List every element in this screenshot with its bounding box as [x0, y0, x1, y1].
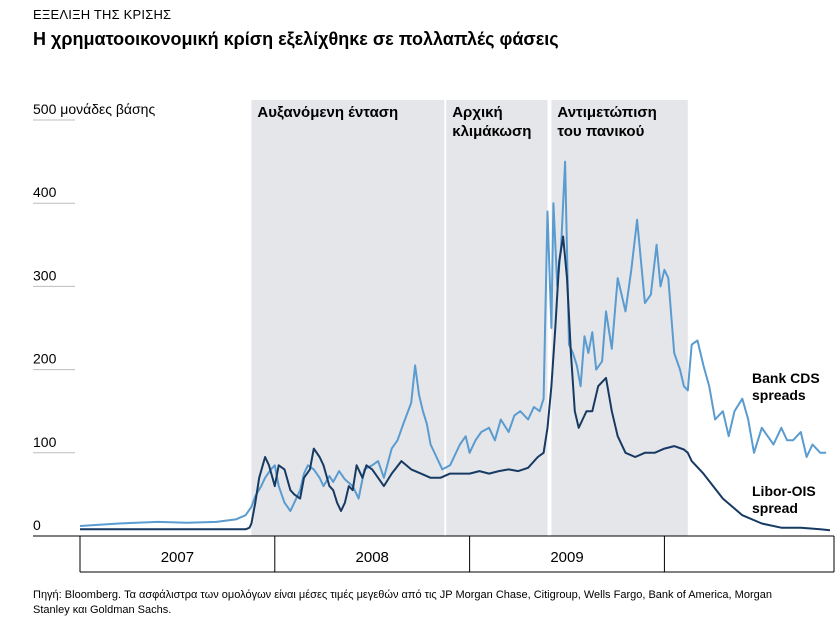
y-tick-label-0: 0	[33, 517, 41, 533]
phase-label-line: Αυξανόμενη ένταση	[257, 104, 398, 121]
y-tick-label-5: 500 μονάδες βάσης	[33, 101, 155, 117]
series-label-line: Libor-OIS	[752, 483, 816, 499]
y-tick-label-4: 400	[33, 184, 57, 200]
phase-bands	[251, 100, 688, 536]
phase-band-2	[551, 100, 688, 536]
chart-title: Η χρηματοοικονομική κρίση εξελίχθηκε σε …	[33, 29, 559, 49]
phase-label-2: Αντιμετώπιση του πανικού	[557, 104, 656, 140]
series-label-libor-ois: Libor-OIS spread	[752, 483, 816, 516]
grid-lines	[33, 119, 75, 537]
phase-band-1	[446, 100, 548, 536]
series-lines	[79, 160, 831, 532]
x-axis: 2007 2008 2009	[33, 535, 835, 573]
x-tick-label-1: 2008	[356, 549, 389, 566]
series-line-libor-ois	[80, 235, 831, 532]
phase-label-line: Αρχική	[452, 104, 502, 121]
series-label-line: spreads	[752, 387, 806, 403]
y-tick-label-3: 300	[33, 267, 57, 283]
phase-labels: Αυξανόμενη ένταση Αρχική κλιμάκωση Αντιμετώ…	[257, 104, 656, 140]
series-line-bank-cds	[79, 160, 827, 527]
phase-band-0	[251, 100, 445, 536]
y-tick-label-1: 100	[33, 434, 57, 450]
chart-kicker: ΕΞΕΛΙΞΗ ΤΗΣ ΚΡΙΣΗΣ	[33, 7, 172, 22]
phase-label-0: Αυξανόμενη ένταση	[257, 104, 398, 121]
source-note: Πηγή: Bloomberg. Τα ασφάλιστρα των ομολό…	[33, 589, 772, 616]
series-labels: Bank CDS spreads Libor-OIS spread	[752, 370, 820, 516]
x-tick-label-2: 2009	[550, 549, 583, 566]
x-tick-label-0: 2007	[161, 549, 194, 566]
series-label-line: Bank CDS	[752, 370, 820, 386]
phase-label-1: Αρχική κλιμάκωση	[452, 104, 531, 140]
series-label-line: spread	[752, 500, 798, 516]
phase-label-line: κλιμάκωση	[452, 123, 531, 140]
y-tick-label-2: 200	[33, 351, 57, 367]
phase-label-line: Αντιμετώπιση	[557, 104, 656, 121]
y-axis-labels: 0 100 200 300 400 500 μονάδες βάσης	[33, 101, 155, 533]
series-label-bank-cds: Bank CDS spreads	[752, 370, 820, 403]
phase-label-line: του πανικού	[557, 123, 644, 140]
